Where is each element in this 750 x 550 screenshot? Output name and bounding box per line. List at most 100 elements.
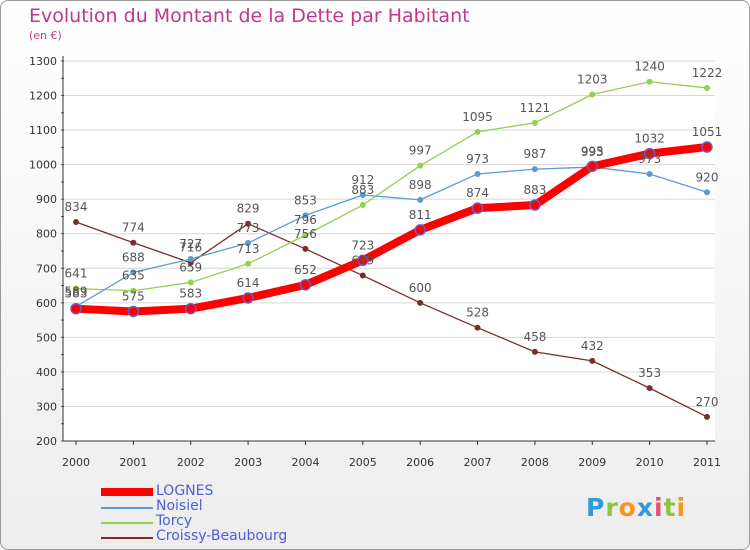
data-point — [357, 254, 369, 267]
data-label: 583 — [65, 287, 88, 301]
x-tick-label: 2006 — [406, 456, 434, 469]
data-label: 1051 — [692, 125, 723, 139]
x-tick-label: 2008 — [521, 456, 549, 469]
data-label: 528 — [466, 306, 489, 320]
data-label: 973 — [466, 152, 489, 166]
x-tick-label: 2011 — [693, 456, 721, 469]
data-label: 1121 — [520, 101, 551, 115]
data-point — [417, 299, 424, 306]
data-point — [474, 128, 481, 135]
x-tick-label: 2002 — [177, 456, 205, 469]
data-label: 589 — [65, 285, 88, 299]
legend-item-croissy-beaubourg: Croissy-Beaubourg — [101, 528, 361, 545]
legend-item-lognes: LOGNES — [101, 483, 361, 500]
data-label: 1095 — [462, 110, 493, 124]
y-tick-label: 1000 — [29, 159, 57, 172]
data-point — [245, 220, 252, 227]
plot-area — [63, 61, 715, 441]
data-point — [531, 166, 538, 173]
logo-letter: t — [663, 493, 677, 522]
data-label: 997 — [409, 144, 432, 158]
data-point — [359, 192, 366, 199]
data-label: 270 — [696, 395, 719, 409]
legend-label-croissy-beaubourg: Croissy-Beaubourg — [156, 528, 288, 544]
data-label: 353 — [638, 366, 661, 380]
data-label: 659 — [179, 260, 202, 274]
y-tick-label: 300 — [36, 400, 57, 413]
series-line — [75, 221, 708, 418]
y-tick-label: 200 — [36, 435, 57, 448]
data-point — [586, 160, 599, 173]
data-point — [130, 239, 137, 246]
data-point — [187, 255, 194, 262]
data-point — [701, 141, 713, 153]
legend-item-torcy: Torcy — [101, 513, 361, 530]
data-point — [130, 287, 137, 294]
x-tick-label: 2000 — [62, 456, 90, 469]
x-tick-label: 2004 — [291, 456, 319, 469]
legend-label-lognes: LOGNES — [156, 483, 214, 499]
data-label: 575 — [122, 289, 145, 303]
y-tick-label: 500 — [36, 331, 57, 344]
logo-letter: P — [586, 493, 606, 522]
data-point — [184, 302, 197, 315]
data-point — [529, 199, 541, 211]
data-label: 995 — [581, 144, 604, 158]
data-point — [704, 413, 710, 420]
data-label: 811 — [409, 208, 432, 222]
series-line — [72, 143, 711, 316]
data-point — [302, 212, 309, 219]
data-label: 796 — [294, 213, 317, 227]
x-tick-label: 2010 — [636, 456, 664, 469]
legend-label-torcy: Torcy — [156, 513, 193, 529]
x-tick-label: 2003 — [234, 456, 262, 469]
legend-label-noisiel: Noisiel — [156, 498, 203, 514]
data-label: 874 — [466, 186, 489, 200]
chart-subtitle: (en €) — [29, 29, 62, 42]
data-label: 773 — [237, 221, 260, 235]
data-label: 652 — [294, 263, 317, 277]
data-label: 774 — [122, 221, 145, 235]
data-label: 993 — [581, 145, 604, 159]
data-label: 458 — [523, 330, 546, 344]
data-point — [414, 224, 426, 236]
data-label: 853 — [294, 193, 317, 207]
proxiti-logo: Proxiti — [586, 493, 686, 522]
y-tick-label: 1100 — [29, 124, 57, 137]
data-label: 641 — [65, 267, 88, 281]
data-point — [127, 305, 140, 318]
data-point — [417, 162, 424, 169]
data-point — [589, 91, 596, 98]
data-point — [531, 348, 538, 355]
y-tick-label: 800 — [36, 228, 57, 241]
data-label: 614 — [237, 276, 260, 290]
data-label: 1203 — [577, 73, 608, 87]
data-point — [242, 292, 254, 304]
data-label: 723 — [351, 238, 374, 252]
data-point — [359, 272, 366, 279]
data-label: 973 — [638, 152, 661, 166]
y-tick-label: 600 — [36, 297, 57, 310]
x-tick-label: 2007 — [464, 456, 492, 469]
data-point — [474, 170, 481, 177]
x-tick-label: 2005 — [349, 456, 377, 469]
data-point — [531, 119, 538, 126]
data-point — [245, 240, 252, 247]
data-point — [73, 218, 79, 225]
data-point — [302, 232, 309, 239]
legend-item-noisiel: Noisiel — [101, 498, 361, 515]
data-point — [302, 245, 309, 252]
data-point — [704, 189, 710, 196]
data-label: 600 — [409, 281, 432, 295]
data-point — [70, 302, 82, 315]
logo-letter: r — [605, 493, 619, 522]
data-point — [245, 260, 252, 267]
data-label: 883 — [523, 183, 546, 197]
data-label: 829 — [237, 202, 260, 216]
data-label: 713 — [237, 242, 260, 256]
data-point — [187, 279, 194, 286]
chart-legend: LOGNES Noisiel Torcy Croissy-Beaubourg — [101, 483, 361, 545]
data-point — [73, 285, 79, 292]
data-label: 912 — [351, 173, 374, 187]
